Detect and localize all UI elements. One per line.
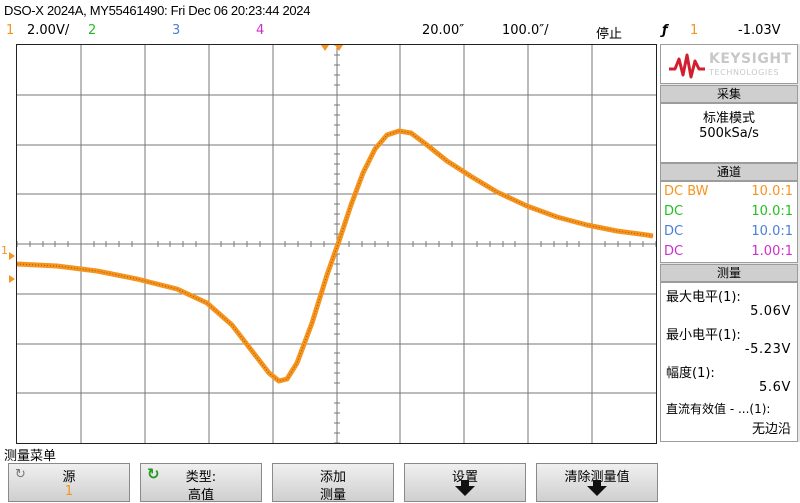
submenu-arrow-icon-2 bbox=[587, 480, 607, 496]
trigger-channel[interactable]: 1 bbox=[690, 23, 699, 38]
ch1-coupling: DC BW bbox=[664, 184, 709, 199]
run-state: 停止 bbox=[596, 27, 623, 42]
menu-title: 测量菜单 bbox=[4, 449, 57, 464]
trigger-level[interactable]: -1.03V bbox=[738, 23, 781, 38]
delay-readout[interactable]: 100.0″/ bbox=[502, 23, 549, 38]
add-measurement-softkey[interactable]: 添加 测量 bbox=[272, 463, 394, 503]
ch1-scale[interactable]: 2.00V/ bbox=[27, 23, 70, 38]
waveform-svg bbox=[17, 45, 656, 443]
measure-amp-value: 5.6V bbox=[759, 380, 791, 395]
ch2-probe: 10.0:1 bbox=[751, 204, 793, 219]
add-softkey-label: 添加 bbox=[319, 470, 346, 485]
measure-min-value: -5.23V bbox=[744, 342, 791, 357]
side-panel: KEYSIGHT TECHNOLOGIES 采集 标准模式 500kSa/s 通… bbox=[660, 44, 800, 442]
measure-max-label-text: 最大电平(1): bbox=[666, 290, 741, 305]
type-softkey[interactable]: ↻ 类型: 高值 bbox=[140, 463, 262, 503]
brand-name: KEYSIGHT bbox=[709, 51, 792, 67]
clear-measurements-softkey[interactable]: 清除测量值 bbox=[536, 463, 658, 502]
waveform-display[interactable] bbox=[16, 44, 657, 444]
acquisition-header: 采集 bbox=[660, 85, 798, 103]
measure-max-label: 最大电平(1): bbox=[666, 286, 741, 305]
ch1-probe: 10.0:1 bbox=[751, 184, 793, 199]
measure-box[interactable]: 最大电平(1): 5.06V 最小电平(1): -5.23V 幅度(1): 5.… bbox=[660, 282, 798, 442]
source-softkey-value: 1 bbox=[64, 484, 74, 499]
ch1-number[interactable]: 1 bbox=[6, 23, 15, 38]
type-softkey-label: 类型: bbox=[185, 470, 217, 485]
trigger-edge-icon: ƒ bbox=[662, 23, 668, 38]
clear-softkey-label: 清除测量值 bbox=[564, 470, 630, 485]
brand-logo: KEYSIGHT TECHNOLOGIES bbox=[660, 44, 798, 84]
source-softkey[interactable]: ↻ 源 1 bbox=[8, 463, 130, 502]
ch3-number[interactable]: 3 bbox=[172, 23, 181, 38]
ch4-coupling: DC bbox=[664, 244, 684, 259]
brand-sub: TECHNOLOGIES bbox=[709, 68, 780, 77]
time-scale[interactable]: 20.00″ bbox=[422, 23, 465, 38]
ground-arrow-icon bbox=[9, 252, 15, 283]
measure-min-label: 最小电平(1): bbox=[666, 328, 741, 343]
acquisition-rate: 500kSa/s bbox=[699, 126, 759, 141]
ch2-coupling: DC bbox=[664, 204, 684, 219]
ch4-number[interactable]: 4 bbox=[256, 23, 265, 38]
status-bar bbox=[0, 22, 800, 42]
settings-softkey-label: 设置 bbox=[451, 470, 478, 485]
measure-max-value: 5.06V bbox=[750, 304, 791, 319]
channels-header: 通道 bbox=[660, 163, 798, 181]
ch1-trace-shadow bbox=[17, 130, 654, 382]
trigger-position-marker-2[interactable] bbox=[335, 45, 343, 51]
type-softkey-value: 高值 bbox=[187, 488, 214, 503]
add-softkey-sub: 测量 bbox=[319, 488, 346, 503]
trigger-position-marker[interactable] bbox=[321, 45, 329, 51]
submenu-arrow-icon bbox=[455, 480, 475, 496]
measure-dcrms-label: 直流有效值 - ...(1): bbox=[666, 402, 771, 416]
ch3-coupling: DC bbox=[664, 224, 684, 239]
keysight-wave-icon bbox=[669, 53, 705, 79]
ch3-probe: 10.0:1 bbox=[751, 224, 793, 239]
acquisition-box[interactable]: 标准模式 500kSa/s bbox=[660, 103, 798, 163]
green-knob-icon: ↻ bbox=[147, 465, 160, 483]
rotate-knob-icon: ↻ bbox=[15, 467, 26, 482]
instrument-title: DSO-X 2024A, MY55461490: Fri Dec 06 20:2… bbox=[4, 3, 311, 18]
acquisition-mode: 标准模式 bbox=[702, 111, 755, 126]
title-bar: DSO-X 2024A, MY55461490: Fri Dec 06 20:2… bbox=[0, 0, 800, 22]
measure-header: 测量 bbox=[660, 264, 798, 282]
ch1-ground-marker[interactable]: 1 bbox=[0, 244, 16, 283]
settings-softkey[interactable]: 设置 bbox=[404, 463, 526, 502]
measure-dcrms-value: 无边沿 bbox=[751, 422, 791, 437]
softkey-bar bbox=[0, 462, 800, 503]
channels-box[interactable]: DC BW 10.0:1 DC 10.0:1 DC 10.0:1 DC 1.00… bbox=[660, 181, 798, 263]
ch4-probe: 1.00:1 bbox=[751, 244, 793, 259]
ch1-ground-label: 1 bbox=[1, 244, 8, 257]
ch2-number[interactable]: 2 bbox=[88, 23, 97, 38]
source-softkey-label: 源 bbox=[62, 470, 76, 485]
measure-amp-label: 幅度(1): bbox=[666, 366, 715, 381]
